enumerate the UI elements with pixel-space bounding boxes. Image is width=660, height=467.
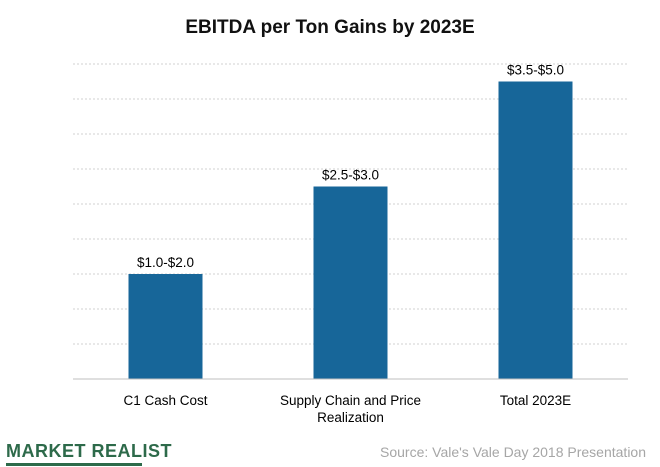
data-label: $2.5-$3.0 bbox=[322, 168, 379, 183]
category-label-line: Supply Chain and Price bbox=[280, 393, 421, 408]
brand-underline bbox=[6, 463, 142, 466]
category-label: C1 Cash Cost bbox=[123, 393, 207, 408]
brand-name: MARKET REALIST bbox=[6, 441, 172, 461]
data-label: $3.5-$5.0 bbox=[507, 63, 564, 78]
data-label: $1.0-$2.0 bbox=[137, 255, 194, 270]
bar bbox=[498, 81, 573, 379]
bar bbox=[313, 186, 388, 379]
bar bbox=[128, 274, 203, 379]
category-label-line: Realization bbox=[317, 410, 384, 425]
data-labels: $1.0-$2.0 $2.5-$3.0 $3.5-$5.0 bbox=[137, 63, 564, 271]
category-label-line: Total 2023E bbox=[500, 393, 571, 408]
source-note: Source: Vale's Vale Day 2018 Presentatio… bbox=[380, 444, 646, 460]
category-labels: C1 Cash Cost Supply Chain and Price Realiz… bbox=[123, 393, 571, 425]
brand-logo: MARKET REALIST bbox=[6, 441, 172, 466]
bars bbox=[128, 81, 573, 379]
category-label: Supply Chain and Price Realization bbox=[280, 393, 421, 425]
chart-title: EBITDA per Ton Gains by 2023E bbox=[185, 17, 475, 38]
category-label-line: C1 Cash Cost bbox=[123, 393, 207, 408]
category-label: Total 2023E bbox=[500, 393, 571, 408]
